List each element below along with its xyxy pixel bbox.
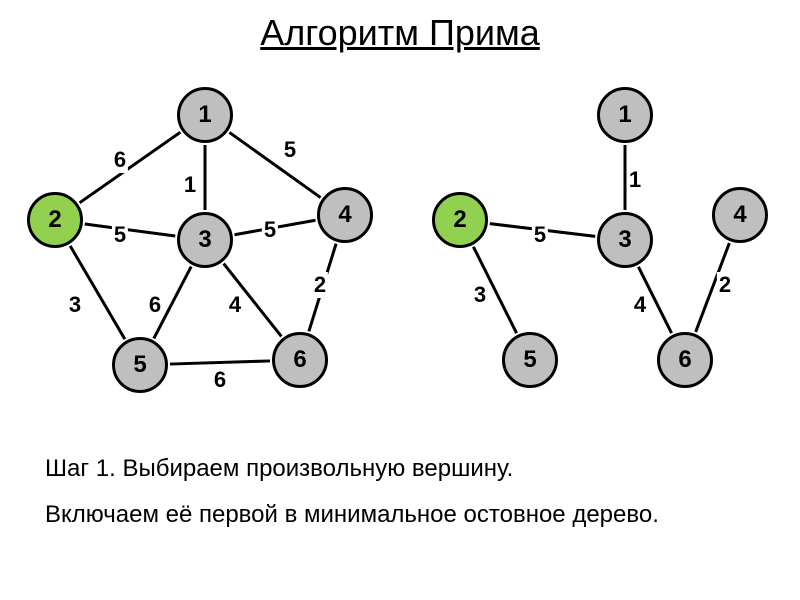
graph-node-3: 3 <box>597 212 653 268</box>
graph-area: 615535642612345615342123456 <box>0 60 800 440</box>
caption-line-1: Шаг 1. Выбираем произвольную вершину. <box>45 450 755 488</box>
edge-weight: 3 <box>472 282 488 308</box>
graph-node-5: 5 <box>112 337 168 393</box>
edge-weight: 4 <box>227 292 243 318</box>
graph-node-4: 4 <box>317 187 373 243</box>
edge-weight: 6 <box>147 292 163 318</box>
edge-weight: 1 <box>627 167 643 193</box>
edge <box>80 132 181 203</box>
edge <box>170 361 270 364</box>
graph-node-6: 6 <box>272 332 328 388</box>
edge-weight: 5 <box>532 222 548 248</box>
caption: Шаг 1. Выбираем произвольную вершину. Вк… <box>45 450 755 543</box>
edge-weight: 1 <box>182 172 198 198</box>
edge-weight: 5 <box>112 222 128 248</box>
edge <box>85 224 176 236</box>
graph-node-1: 1 <box>177 87 233 143</box>
edge-weight: 3 <box>67 292 83 318</box>
edge-weight: 2 <box>312 272 328 298</box>
graph-node-5: 5 <box>502 332 558 388</box>
edge-weight: 6 <box>212 367 228 393</box>
edge-weight: 2 <box>717 272 733 298</box>
edge <box>229 132 320 197</box>
graph-node-2: 2 <box>432 192 488 248</box>
graph-node-3: 3 <box>177 212 233 268</box>
graph-node-1: 1 <box>597 87 653 143</box>
graph-node-2: 2 <box>27 192 83 248</box>
edge-weight: 5 <box>282 137 298 163</box>
graph-node-4: 4 <box>712 187 768 243</box>
caption-line-2: Включаем её первой в минимальное остовно… <box>45 496 755 534</box>
graph-node-6: 6 <box>657 332 713 388</box>
edge-weight: 4 <box>632 292 648 318</box>
edge-weight: 6 <box>112 147 128 173</box>
edge-weight: 5 <box>262 217 278 243</box>
page-title: Алгоритм Прима <box>0 0 800 54</box>
